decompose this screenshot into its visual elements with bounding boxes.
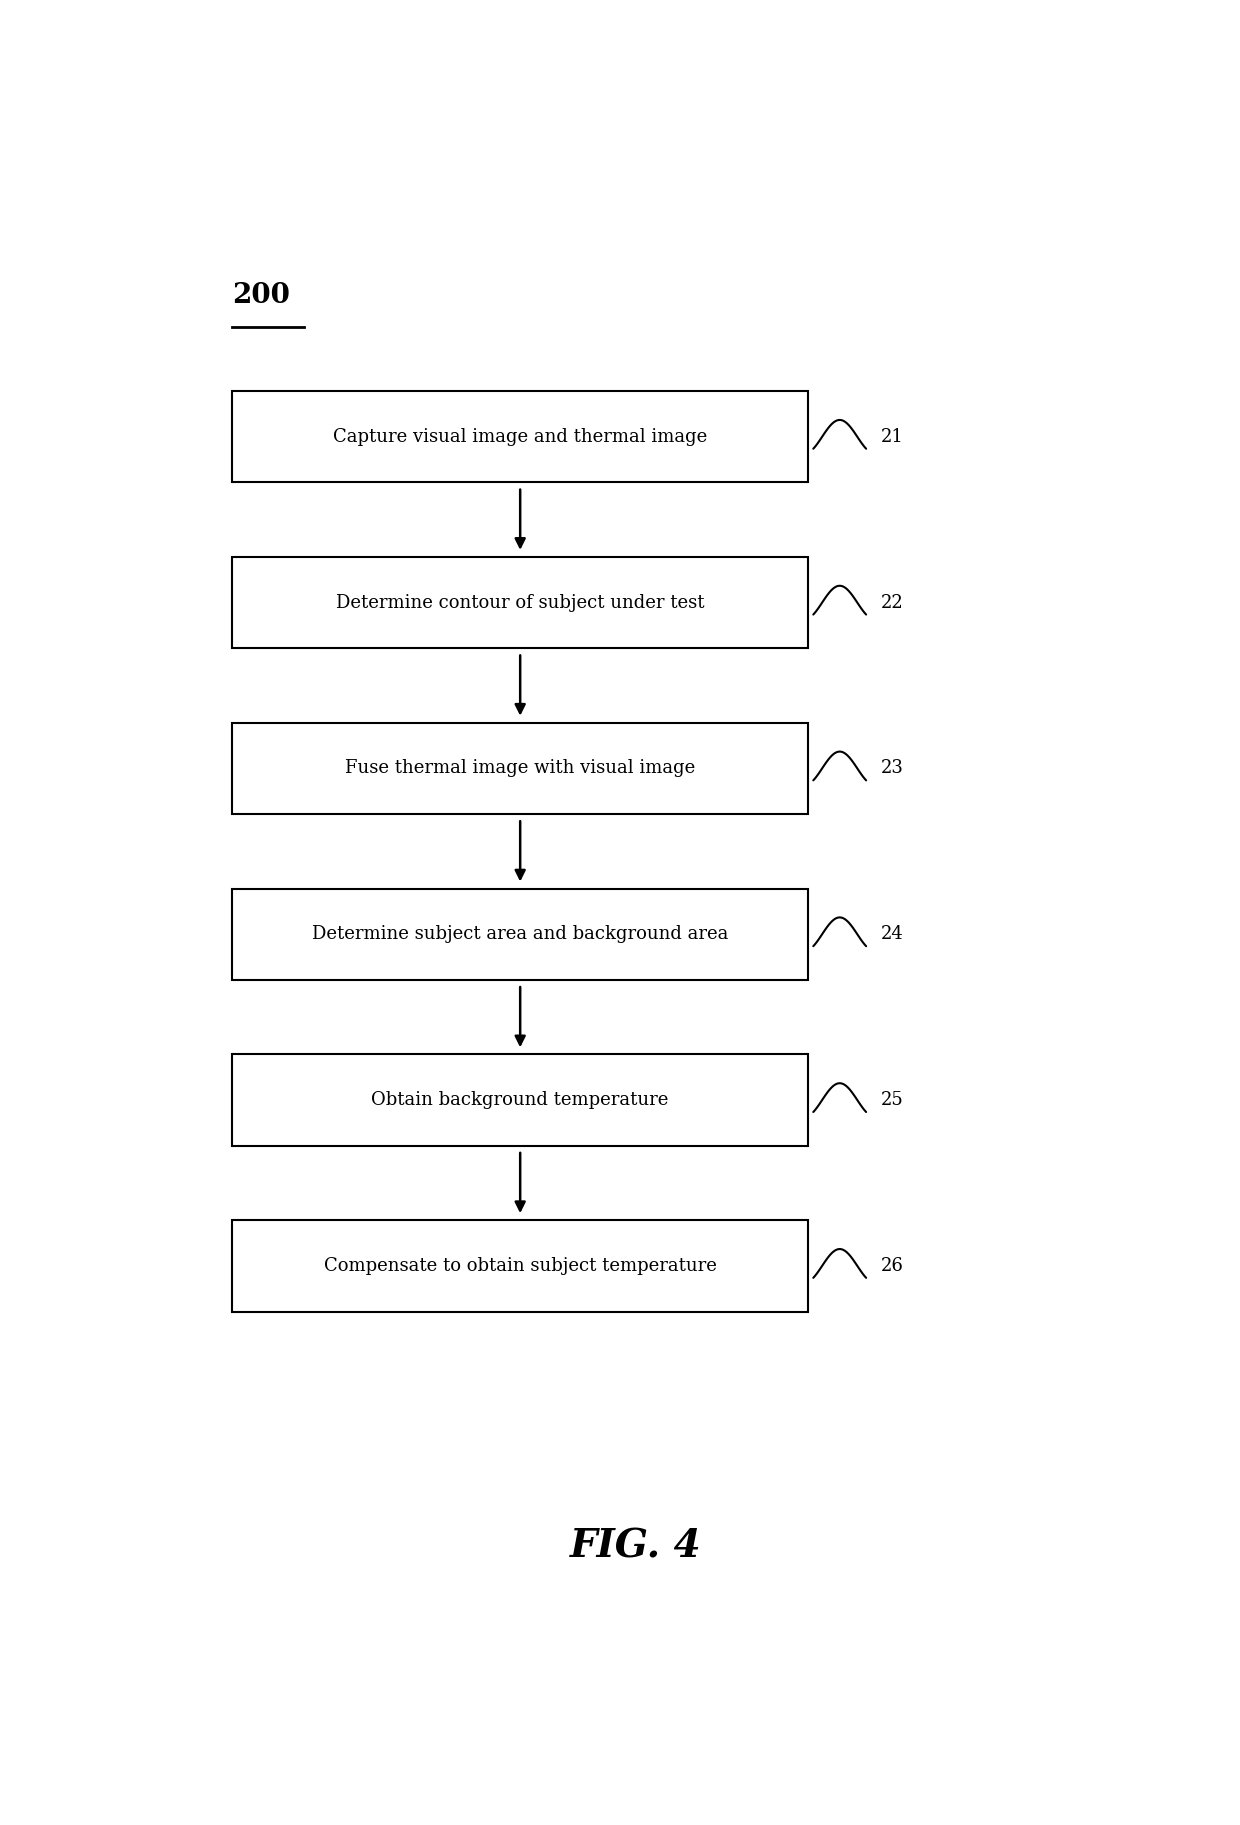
Bar [232,723,808,814]
Bar [232,557,808,648]
Text: Compensate to obtain subject temperature: Compensate to obtain subject temperature [324,1257,717,1276]
Text: Determine subject area and background area: Determine subject area and background ar… [312,925,728,944]
Text: 200: 200 [232,283,290,308]
Text: Determine contour of subject under test: Determine contour of subject under test [336,593,704,611]
Bar [232,1055,808,1146]
Bar [232,391,808,482]
Text: 26: 26 [880,1257,904,1276]
Text: 23: 23 [880,759,904,777]
Text: 25: 25 [880,1091,903,1110]
Text: 21: 21 [880,427,904,445]
Text: Fuse thermal image with visual image: Fuse thermal image with visual image [345,759,696,777]
Text: Capture visual image and thermal image: Capture visual image and thermal image [334,427,707,445]
Bar [232,1221,808,1312]
Text: 22: 22 [880,593,903,611]
Text: Obtain background temperature: Obtain background temperature [372,1091,668,1110]
Text: 24: 24 [880,925,903,944]
Bar [232,889,808,980]
Text: FIG. 4: FIG. 4 [569,1528,702,1566]
